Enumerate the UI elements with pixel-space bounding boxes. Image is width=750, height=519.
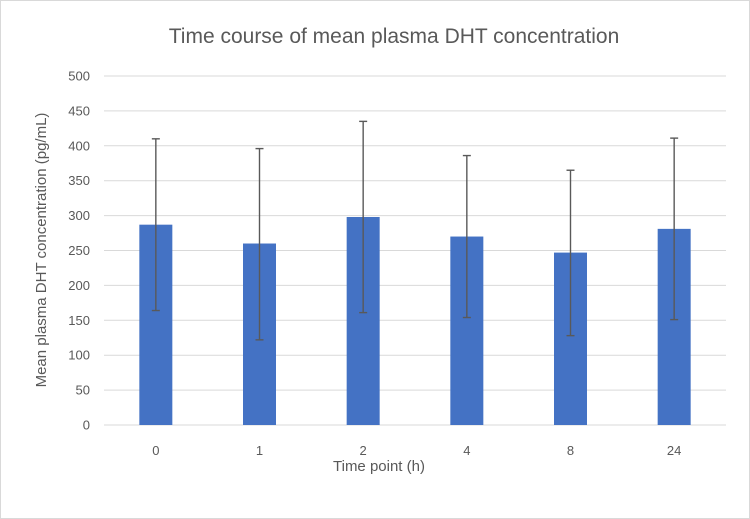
- x-tick-label: 24: [667, 443, 681, 458]
- y-tick-label: 100: [68, 348, 90, 363]
- y-tick-labels: 0 50 100 150 200 250 300 350 400 450 500: [68, 69, 90, 433]
- y-tick-label: 150: [68, 313, 90, 328]
- error-bar-8: [566, 169, 575, 337]
- chart-title: Time course of mean plasma DHT concentra…: [169, 25, 620, 48]
- y-axis-label: Mean plasma DHT concentration (pg/mL): [33, 113, 50, 388]
- error-bar-1: [255, 147, 264, 341]
- x-tick-label: 1: [256, 443, 263, 458]
- y-tick-label: 450: [68, 103, 90, 118]
- x-tick-label: 8: [567, 443, 574, 458]
- bars: [139, 216, 691, 425]
- y-tick-label: 0: [83, 418, 90, 433]
- error-bar-24: [670, 137, 679, 321]
- x-tick-labels: 0 1 2 4 8 24: [152, 443, 681, 458]
- y-tick-label: 200: [68, 278, 90, 293]
- error-bar-0: [151, 138, 160, 312]
- error-bar-4: [462, 154, 471, 319]
- error-bar-2: [359, 120, 368, 314]
- gridlines: [104, 75, 726, 426]
- y-tick-label: 500: [68, 69, 90, 84]
- y-tick-label: 50: [76, 383, 90, 398]
- x-tick-label: 2: [360, 443, 367, 458]
- error-bars: [151, 120, 679, 341]
- y-tick-label: 350: [68, 173, 90, 188]
- y-tick-label: 250: [68, 243, 90, 258]
- y-tick-label: 300: [68, 208, 90, 223]
- x-tick-label: 0: [152, 443, 159, 458]
- x-axis-label: Time point (h): [333, 458, 425, 475]
- y-tick-label: 400: [68, 138, 90, 153]
- x-tick-label: 4: [463, 443, 470, 458]
